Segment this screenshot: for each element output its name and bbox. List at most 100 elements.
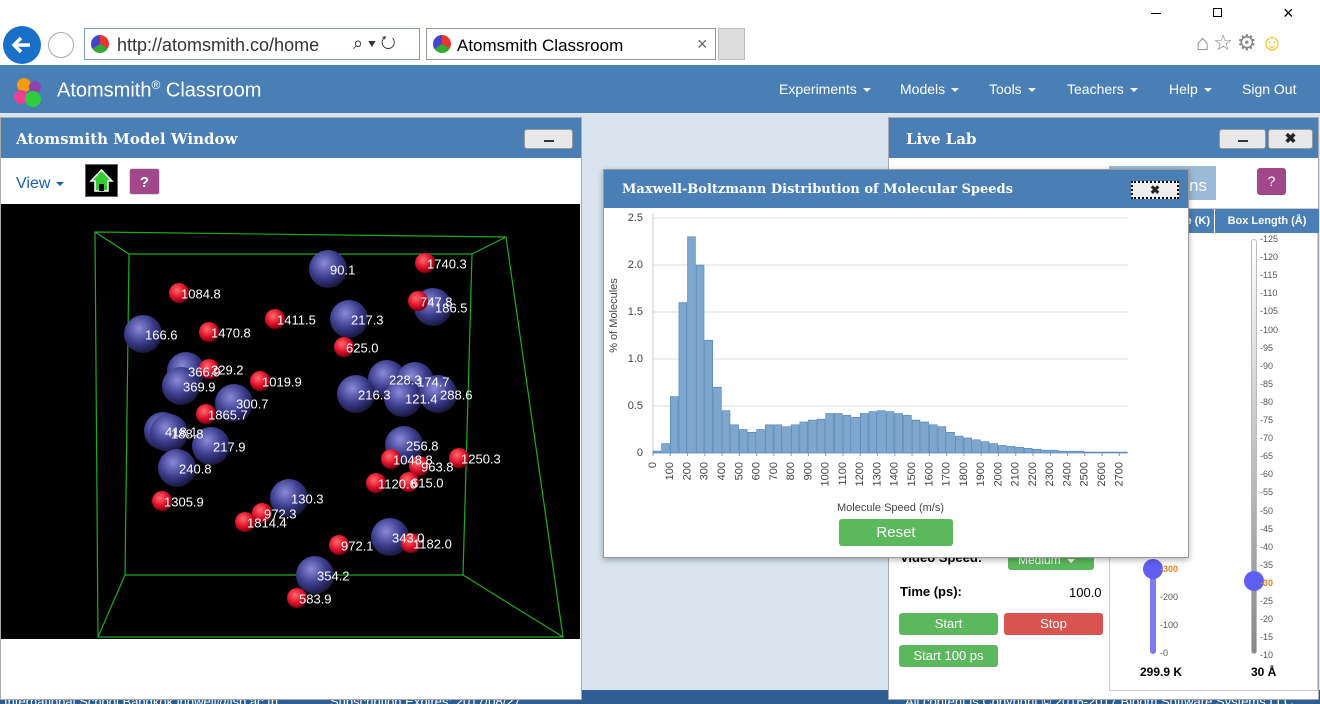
x-tick-label: 600 [751,462,763,480]
molecule-label: 418.1 [165,424,198,439]
molecule [162,367,200,405]
bar [859,413,869,454]
molecule [270,479,308,517]
molecule-label: 366.9 [188,364,221,379]
bar [877,410,886,454]
bar [980,441,990,454]
molecule-label: 121.4 [405,391,438,406]
molecule-label: 216.3 [358,387,391,402]
temp-scale-label: -0 [1160,648,1169,658]
box-scale-label: -75 [1260,415,1274,425]
menu-item[interactable]: Teachers [1067,81,1138,97]
bar [669,396,679,454]
menu-item[interactable]: Experiments [779,81,871,97]
tab[interactable]: Atomsmith Classroom × [426,28,716,60]
x-tick-label: 1100 [837,462,849,486]
box-knob[interactable] [1244,571,1264,591]
y-tick-label: 0 [637,447,643,459]
bar [1093,451,1102,454]
forward-button[interactable] [48,32,74,58]
bar [1119,451,1128,454]
x-tick-label: 2500 [1079,462,1091,486]
box-scale-label: -35 [1260,559,1274,570]
x-tick-label: 800 [785,462,797,480]
bar [695,264,705,454]
bar [1084,451,1093,454]
address-bar[interactable]: http://atomsmith.co/home ⌕ ▾ ↻ [84,28,420,60]
menu-item[interactable]: Tools [989,81,1036,97]
bar [1067,450,1076,454]
box-scale-label: -85 [1260,378,1274,389]
time-label: Time (ps): [900,584,962,599]
view-menu[interactable]: View [16,175,64,193]
bar [937,426,947,454]
box-scale-label: -10 [1260,650,1274,661]
model-window-header: Atomsmith Model Window [1,118,581,158]
bar [868,411,878,454]
help-button[interactable]: ? [129,168,160,195]
close-button[interactable]: ✖ [1268,129,1313,149]
bar [1101,451,1111,454]
bar [885,411,895,454]
brand[interactable]: Atomsmith® Classroom [57,78,261,103]
bar [661,443,670,454]
molecule [371,518,409,556]
bar [1006,446,1016,454]
x-tick-label: 2000 [992,462,1004,486]
minimize-button[interactable] [524,129,573,149]
box-scale-label: -30 [1260,577,1274,588]
molecule-label: 1411.5 [277,312,316,327]
close-button[interactable]: ✖ [1131,181,1179,199]
molecule-label: 1250.3 [461,451,501,466]
box-scale-label: -60 [1260,469,1274,480]
molecule-label: 186.5 [435,300,468,315]
molecule [296,556,334,594]
molecule [158,449,196,487]
start-button[interactable]: Start [899,613,998,635]
start-100-button[interactable]: Start 100 ps [899,645,998,667]
molecule [449,448,469,468]
molecule [235,512,255,532]
live-lab-title: Live Lab [906,130,977,148]
bar [920,421,929,454]
molecule-label: 972.3 [264,506,297,521]
temp-knob[interactable] [1143,559,1163,579]
molecule [337,375,375,413]
temp-scale-label: -100 [1160,620,1179,630]
molecule [409,456,429,476]
stop-button[interactable]: Stop [1004,613,1103,635]
bar [721,410,731,454]
x-tick-label: 1900 [975,462,987,486]
bar [687,236,696,454]
back-button[interactable] [3,26,41,64]
bar [1058,450,1068,454]
molecule [124,315,162,353]
help-button[interactable]: ? [1257,168,1286,195]
menu-item[interactable]: Models [900,81,959,97]
brand-mark: ® [151,78,161,92]
histogram-chart: 0 0.5 1.0 1.5 2.0 2.5 0 100 200 300 400 500 600 700 80… [608,212,1128,514]
molecule-label: 1048.8 [393,452,433,467]
menu-item[interactable]: Sign Out [1242,81,1297,97]
molecule [250,371,270,391]
molecule-label: 288.6 [440,387,473,402]
molecule [334,337,354,357]
reset-button[interactable]: Reset [839,519,953,546]
minimize-button[interactable] [1219,129,1266,149]
bar [756,429,765,454]
navbar: Atomsmith® Classroom Experiments Models To… [0,65,1320,113]
new-tab[interactable] [718,28,745,60]
tab-close[interactable]: × [697,34,708,54]
box-scale-label: -20 [1260,614,1274,625]
box-scale-label: -40 [1260,541,1274,552]
menu-item[interactable]: Help [1169,81,1212,97]
molecule [169,283,189,303]
home-button[interactable] [85,164,118,197]
x-tick-label: 1800 [958,462,970,486]
molecule-label: 174.7 [417,374,450,389]
molecule [150,414,188,452]
molecule-label: 1470.8 [211,325,251,340]
x-tick-label: 1000 [820,462,832,486]
bar [972,439,981,454]
